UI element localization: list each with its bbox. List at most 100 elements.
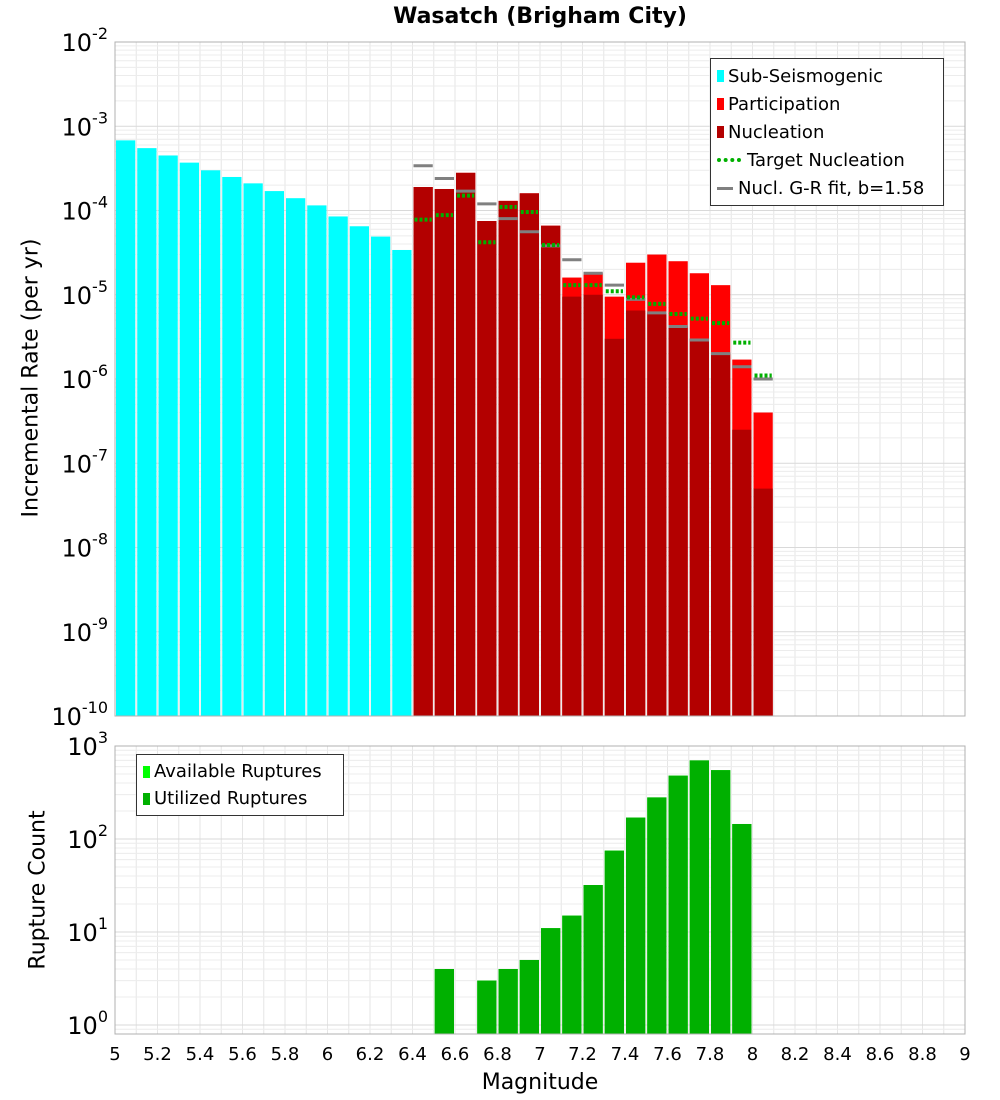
nucleation-series [413,172,773,717]
x-tick-label: 5.6 [228,1044,257,1065]
legend-item-sub-seismogenic: Sub-Seismogenic [717,62,937,90]
nucleation-bar [753,488,773,716]
sub-seismogenic-bar [307,205,327,716]
sub-seismogenic-bar [243,183,263,716]
x-tick-label: 7.2 [568,1044,597,1065]
legend-item-available: Available Ruptures [143,758,337,785]
sub-seismogenic-bar [349,226,369,716]
nucleation-bar [562,296,582,716]
utilized-ruptures-bar [689,760,709,1034]
legend-item-target-nucleation: Target Nucleation [717,146,937,174]
legend-item-utilized: Utilized Ruptures [143,785,337,812]
nucleation-bar [647,312,667,716]
legend-swatch-utilized [143,792,150,805]
x-tick-label: 8.6 [866,1044,895,1065]
target-nucleation-series [414,193,772,378]
plot-frame-bottom [114,745,966,1035]
x-axis-label: Magnitude [481,1070,599,1095]
sub-seismogenic-bar [286,198,306,716]
x-tick-label: 5 [109,1044,120,1065]
x-tick-label: 9 [959,1044,970,1065]
nucleation-bar [519,193,539,717]
utilized-ruptures-series [434,760,752,1034]
legend-item-nucleation: Nucleation [717,118,937,146]
nucleation-bar [626,310,646,716]
sub-seismogenic-bar [371,236,391,716]
y-tick-label: 10-6 [62,361,109,394]
sub-seismogenic-bar [179,162,199,716]
utilized-ruptures-bar [519,959,539,1034]
legend-ruptures: Available Ruptures Utilized Ruptures [136,754,344,816]
y-ticks-top: 10-10 10-9 10-8 10-7 10-6 10-5 10-4 10-3 10-2 [51,24,108,731]
y-tick-label: 100 [67,1007,108,1040]
x-tick-label: 8.4 [823,1044,852,1065]
y-tick-label: 10-2 [62,24,109,57]
legend-swatch-available [143,765,150,778]
nucleation-bar [434,188,454,716]
sub-seismogenic-bar [201,170,221,716]
x-tick-label: 5.8 [271,1044,300,1065]
x-tick-label: 6.6 [441,1044,470,1065]
legend-label-nucleation: Nucleation [728,121,825,143]
sub-seismogenic-bar [137,148,157,716]
legend-label-participation: Participation [728,93,841,115]
y-axis-label-count: Rupture Count [25,810,51,970]
x-tick-label: 7.6 [653,1044,682,1065]
nucleation-bar [732,429,752,716]
x-tick-label: 7 [534,1044,545,1065]
plot-frame-top [114,41,966,717]
y-tick-label: 10-7 [62,445,109,478]
utilized-ruptures-bar [604,850,624,1034]
nucleation-bar [711,353,731,716]
utilized-ruptures-bar [647,797,667,1034]
x-tick-label: 5.2 [143,1044,172,1065]
legend-swatch-participation [717,98,724,110]
sub-seismogenic-bar [392,249,412,716]
nucleation-bar [583,294,603,716]
legend-swatch-nucleation [717,126,724,138]
sub-seismogenic-bar [158,155,178,716]
legend-label-available: Available Ruptures [154,761,322,782]
utilized-ruptures-bar [477,980,497,1034]
nucleation-bar [689,338,709,716]
y-tick-label: 10-8 [62,530,109,563]
legend-item-participation: Participation [717,90,937,118]
nucleation-bar [541,225,561,716]
y-axis-label-rate: Incremental Rate (per yr) [18,238,44,518]
sub-seismogenic-bar [222,176,242,716]
utilized-ruptures-bar [498,968,518,1034]
nucleation-bar [413,187,433,716]
legend-label-sub-seismogenic: Sub-Seismogenic [728,65,883,87]
sub-seismogenic-bar [328,216,348,716]
utilized-ruptures-bar [711,770,731,1034]
y-tick-label: 10-4 [62,193,109,226]
legend-label-target-nucleation: Target Nucleation [747,149,905,171]
sub-seismogenic-series [116,140,412,717]
nucleation-bar [477,221,497,716]
legend-label-utilized: Utilized Ruptures [154,788,308,809]
x-tick-label: 6.4 [398,1044,427,1065]
x-tick-label: 8.2 [781,1044,810,1065]
gr-fit-series [413,164,773,381]
x-tick-label: 5.4 [186,1044,215,1065]
chart-title: Wasatch (Brigham City) [393,4,687,29]
x-tick-label: 6.2 [356,1044,385,1065]
nucleation-bar [604,338,624,716]
legend-swatch-sub-seismogenic [717,70,724,82]
y-tick-label: 10-10 [51,698,108,731]
y-tick-label: 101 [67,914,108,947]
x-tick-label: 6.8 [483,1044,512,1065]
y-tick-label: 10-3 [62,108,109,141]
nucleation-bar [456,172,476,717]
x-tick-label: 8 [747,1044,758,1065]
utilized-ruptures-bar [626,817,646,1034]
legend-rates: Sub-Seismogenic Participation Nucleation… [710,58,944,206]
legend-item-gr-fit: Nucl. G-R fit, b=1.58 [717,174,937,202]
utilized-ruptures-bar [732,823,752,1034]
y-tick-label: 10-5 [62,277,109,310]
utilized-ruptures-bar [668,775,688,1034]
x-tick-label: 6 [322,1044,333,1065]
y-tick-label: 10-9 [62,614,109,647]
utilized-ruptures-bar [562,915,582,1034]
